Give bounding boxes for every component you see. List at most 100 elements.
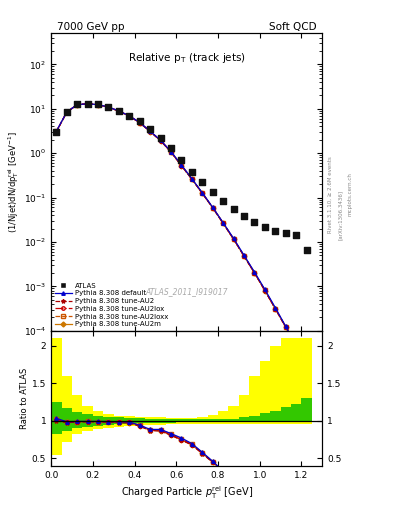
Y-axis label: Ratio to ATLAS: Ratio to ATLAS bbox=[20, 368, 29, 429]
Pythia 8.308 tune-AU2m bbox=[263, 287, 267, 293]
Pythia 8.308 tune-AU2loxx bbox=[263, 287, 267, 293]
Pythia 8.308 tune-AU2loxx bbox=[138, 119, 142, 125]
Pythia 8.308 default bbox=[95, 101, 100, 108]
ATLAS bbox=[262, 223, 268, 231]
Pythia 8.308 tune-AU2 bbox=[189, 176, 194, 182]
Pythia 8.308 tune-AU2m bbox=[200, 190, 205, 197]
Pythia 8.308 tune-AU2loxx bbox=[231, 236, 236, 242]
Pythia 8.308 tune-AU2 bbox=[106, 104, 111, 110]
Pythia 8.308 tune-AU2loxx bbox=[210, 204, 215, 210]
ATLAS bbox=[209, 188, 216, 197]
Pythia 8.308 tune-AU2 bbox=[231, 236, 236, 242]
Pythia 8.308 tune-AU2 bbox=[85, 101, 90, 107]
ATLAS bbox=[178, 156, 185, 164]
Pythia 8.308 tune-AU2 bbox=[210, 205, 215, 211]
Pythia 8.308 default bbox=[200, 189, 205, 196]
Pythia 8.308 tune-AU2loxx bbox=[127, 113, 132, 119]
Pythia 8.308 tune-AU2loxx bbox=[85, 101, 90, 107]
Pythia 8.308 tune-AU2lox bbox=[221, 220, 226, 226]
Pythia 8.308 tune-AU2m bbox=[283, 324, 288, 330]
ATLAS bbox=[252, 218, 258, 226]
Pythia 8.308 tune-AU2lox bbox=[189, 176, 194, 182]
Pythia 8.308 tune-AU2loxx bbox=[54, 129, 59, 135]
Text: mcplots.cern.ch: mcplots.cern.ch bbox=[348, 173, 353, 217]
Pythia 8.308 tune-AU2m bbox=[106, 104, 111, 110]
Pythia 8.308 tune-AU2 bbox=[75, 102, 79, 108]
Pythia 8.308 tune-AU2 bbox=[127, 113, 132, 119]
Text: Rivet 3.1.10, ≥ 2.6M events: Rivet 3.1.10, ≥ 2.6M events bbox=[328, 156, 333, 233]
Pythia 8.308 tune-AU2lox bbox=[273, 306, 278, 312]
Pythia 8.308 tune-AU2lox bbox=[106, 104, 111, 110]
Pythia 8.308 default bbox=[75, 101, 79, 108]
Pythia 8.308 tune-AU2m bbox=[252, 270, 257, 276]
Pythia 8.308 tune-AU2lox bbox=[283, 324, 288, 330]
Pythia 8.308 tune-AU2lox bbox=[138, 120, 142, 126]
Pythia 8.308 default bbox=[294, 343, 299, 349]
Pythia 8.308 default bbox=[169, 148, 173, 155]
Pythia 8.308 tune-AU2lox bbox=[242, 253, 246, 259]
Pythia 8.308 tune-AU2 bbox=[200, 190, 205, 197]
Pythia 8.308 tune-AU2m bbox=[294, 344, 299, 350]
ATLAS bbox=[283, 229, 289, 237]
ATLAS bbox=[137, 117, 143, 125]
Pythia 8.308 default bbox=[54, 128, 59, 134]
ATLAS bbox=[189, 167, 195, 176]
ATLAS bbox=[199, 178, 206, 186]
Pythia 8.308 default bbox=[158, 137, 163, 143]
ATLAS bbox=[293, 231, 299, 240]
ATLAS bbox=[168, 144, 174, 152]
Pythia 8.308 tune-AU2loxx bbox=[304, 365, 309, 371]
Pythia 8.308 tune-AU2m bbox=[158, 138, 163, 144]
Pythia 8.308 tune-AU2lox bbox=[304, 365, 309, 371]
Pythia 8.308 tune-AU2 bbox=[242, 253, 246, 259]
Pythia 8.308 tune-AU2m bbox=[169, 149, 173, 155]
Pythia 8.308 tune-AU2m bbox=[148, 129, 152, 135]
Pythia 8.308 default bbox=[64, 109, 69, 115]
Pythia 8.308 tune-AU2 bbox=[169, 149, 173, 155]
Pythia 8.308 tune-AU2m bbox=[221, 220, 226, 226]
ATLAS bbox=[105, 103, 112, 111]
Pythia 8.308 tune-AU2lox bbox=[158, 137, 163, 143]
Pythia 8.308 default bbox=[138, 119, 142, 125]
Pythia 8.308 tune-AU2 bbox=[64, 109, 69, 115]
Line: Pythia 8.308 tune-AU2lox: Pythia 8.308 tune-AU2lox bbox=[55, 102, 309, 370]
Pythia 8.308 tune-AU2loxx bbox=[64, 109, 69, 115]
Pythia 8.308 tune-AU2loxx bbox=[95, 101, 100, 108]
Pythia 8.308 default bbox=[242, 252, 246, 259]
Pythia 8.308 tune-AU2lox bbox=[127, 113, 132, 119]
Pythia 8.308 tune-AU2lox bbox=[54, 129, 59, 135]
Pythia 8.308 tune-AU2lox bbox=[263, 287, 267, 293]
Text: ATLAS_2011_I919017: ATLAS_2011_I919017 bbox=[145, 288, 228, 296]
Pythia 8.308 tune-AU2loxx bbox=[75, 101, 79, 108]
Pythia 8.308 tune-AU2 bbox=[179, 163, 184, 169]
Legend: ATLAS, Pythia 8.308 default, Pythia 8.308 tune-AU2, Pythia 8.308 tune-AU2lox, Py: ATLAS, Pythia 8.308 default, Pythia 8.30… bbox=[53, 281, 169, 329]
Pythia 8.308 tune-AU2 bbox=[294, 344, 299, 350]
Pythia 8.308 tune-AU2m bbox=[138, 120, 142, 126]
Pythia 8.308 default bbox=[283, 324, 288, 330]
Pythia 8.308 tune-AU2loxx bbox=[221, 220, 226, 226]
Pythia 8.308 default bbox=[304, 364, 309, 370]
Pythia 8.308 default bbox=[85, 101, 90, 107]
Pythia 8.308 tune-AU2m bbox=[54, 129, 59, 135]
Pythia 8.308 tune-AU2loxx bbox=[189, 176, 194, 182]
Pythia 8.308 tune-AU2m bbox=[127, 113, 132, 119]
Pythia 8.308 default bbox=[231, 236, 236, 242]
Pythia 8.308 tune-AU2lox bbox=[148, 129, 152, 135]
Pythia 8.308 tune-AU2 bbox=[273, 306, 278, 312]
ATLAS bbox=[303, 246, 310, 254]
Pythia 8.308 tune-AU2 bbox=[252, 270, 257, 276]
Pythia 8.308 tune-AU2loxx bbox=[179, 162, 184, 168]
Pythia 8.308 tune-AU2m bbox=[75, 101, 79, 108]
ATLAS bbox=[74, 100, 80, 109]
Pythia 8.308 tune-AU2lox bbox=[116, 108, 121, 114]
ATLAS bbox=[95, 100, 101, 109]
Pythia 8.308 default bbox=[116, 108, 121, 114]
Pythia 8.308 tune-AU2 bbox=[116, 108, 121, 114]
ATLAS bbox=[53, 128, 59, 136]
Pythia 8.308 default bbox=[179, 162, 184, 168]
Pythia 8.308 tune-AU2m bbox=[179, 163, 184, 169]
Pythia 8.308 tune-AU2 bbox=[148, 129, 152, 135]
ATLAS bbox=[230, 205, 237, 213]
Pythia 8.308 tune-AU2loxx bbox=[273, 306, 278, 312]
Y-axis label: (1/Njet)dN/dp$_{\mathrm{T}}^{\mathrm{rel}}$ [GeV$^{-1}$]: (1/Njet)dN/dp$_{\mathrm{T}}^{\mathrm{rel… bbox=[6, 131, 21, 233]
